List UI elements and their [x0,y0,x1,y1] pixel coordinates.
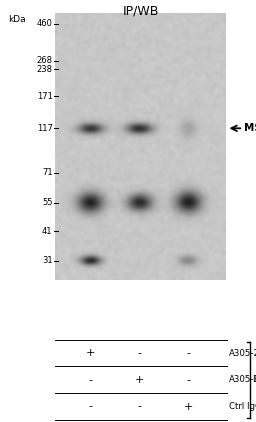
Text: 41: 41 [42,227,52,236]
Text: 460: 460 [37,19,52,28]
Text: -: - [137,348,142,358]
Text: Ctrl IgG: Ctrl IgG [229,402,256,411]
Text: -: - [89,375,93,385]
Text: 55: 55 [42,198,52,207]
Bar [55,14,225,280]
Text: kDa: kDa [8,15,25,24]
Text: 71: 71 [42,168,52,177]
Text: 117: 117 [37,124,52,133]
Text: -: - [137,401,142,411]
Text: -: - [89,401,93,411]
Text: 238: 238 [36,65,52,74]
Text: +: + [86,348,95,358]
Text: +: + [135,375,144,385]
Text: A305-314A: A305-314A [229,375,256,384]
Text: IP: IP [252,375,256,384]
Text: IP/WB: IP/WB [123,4,159,17]
Text: -: - [186,348,190,358]
Text: A305-287A: A305-287A [229,349,256,357]
Text: 171: 171 [37,92,52,101]
Text: 31: 31 [42,256,52,265]
Text: 268: 268 [36,56,52,65]
Text: -: - [186,375,190,385]
Text: MSH3: MSH3 [244,123,256,133]
Text: +: + [184,401,193,411]
